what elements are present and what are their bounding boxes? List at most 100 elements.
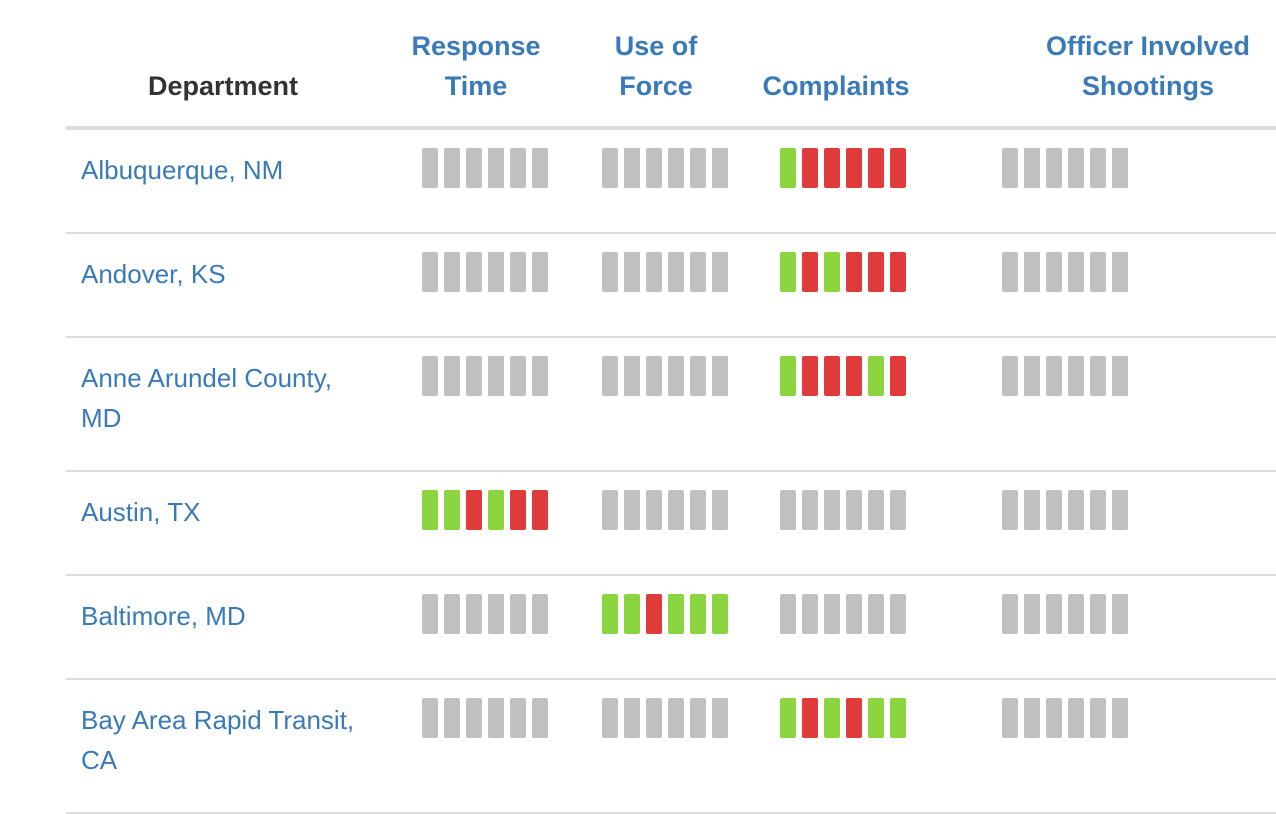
complaints-score-bar (868, 594, 884, 634)
header-use-of-force-line-1: Use of (614, 31, 698, 61)
response-time-score-bars[interactable] (422, 148, 566, 188)
page: Department Response Time Use of Force Co… (66, 0, 1276, 814)
use-of-force-score-bars[interactable] (602, 490, 746, 530)
response-time-score-bar (422, 490, 438, 530)
department-cell: Anne Arundel County, MD (66, 337, 386, 472)
officer-involved-shootings-score-bar (1112, 490, 1128, 530)
response-time-score-bar (466, 594, 482, 634)
response-time-score-bars[interactable] (422, 356, 566, 396)
department-link[interactable]: Austin, TX (81, 497, 201, 527)
department-link[interactable]: Bay Area Rapid Transit, CA (81, 705, 355, 775)
use-of-force-score-bar (690, 490, 706, 530)
use-of-force-score-bar (712, 252, 728, 292)
use-of-force-score-bar (712, 594, 728, 634)
department-link[interactable]: Andover, KS (81, 259, 226, 289)
response-time-cell (386, 337, 566, 472)
complaints-score-bar (846, 594, 862, 634)
officer-involved-shootings-score-bar (1068, 252, 1084, 292)
response-time-score-bars[interactable] (422, 698, 566, 738)
department-cell: Andover, KS (66, 233, 386, 338)
header-ois-line-1: Officer Involved (1045, 31, 1251, 61)
response-time-score-bar (444, 252, 460, 292)
complaints-score-bar (780, 356, 796, 396)
response-time-score-bar (488, 698, 504, 738)
officer-involved-shootings-score-bars[interactable] (1002, 148, 1276, 188)
use-of-force-score-bars[interactable] (602, 698, 746, 738)
complaints-score-bars[interactable] (780, 252, 926, 292)
complaints-cell (746, 575, 926, 680)
table-row: Albuquerque, NM (66, 128, 1276, 234)
officer-involved-shootings-score-bar (1068, 698, 1084, 738)
department-link[interactable]: Baltimore, MD (81, 601, 246, 631)
complaints-score-bar (890, 698, 906, 738)
department-scores-table: Department Response Time Use of Force Co… (66, 0, 1276, 814)
response-time-score-bars[interactable] (422, 490, 566, 530)
table-row: Andover, KS (66, 233, 1276, 338)
complaints-score-bar (780, 594, 796, 634)
use-of-force-score-bar (646, 698, 662, 738)
complaints-score-bar (868, 252, 884, 292)
complaints-cell (746, 679, 926, 814)
use-of-force-cell (566, 233, 746, 338)
officer-involved-shootings-score-bars[interactable] (1002, 252, 1276, 292)
officer-involved-shootings-score-bar (1090, 148, 1106, 188)
use-of-force-score-bar (602, 490, 618, 530)
officer-involved-shootings-score-bar (1068, 594, 1084, 634)
complaints-score-bars[interactable] (780, 698, 926, 738)
department-cell: Baltimore, MD (66, 575, 386, 680)
officer-involved-shootings-score-bar (1090, 698, 1106, 738)
officer-involved-shootings-score-bars[interactable] (1002, 594, 1276, 634)
complaints-score-bars[interactable] (780, 148, 926, 188)
response-time-score-bar (444, 594, 460, 634)
use-of-force-score-bar (712, 148, 728, 188)
response-time-score-bar (510, 148, 526, 188)
officer-involved-shootings-score-bar (1024, 698, 1040, 738)
response-time-score-bar (422, 594, 438, 634)
response-time-score-bars[interactable] (422, 594, 566, 634)
response-time-score-bar (422, 148, 438, 188)
complaints-score-bar (780, 490, 796, 530)
header-department-label: Department (148, 71, 299, 101)
officer-involved-shootings-score-bars[interactable] (1002, 490, 1276, 530)
officer-involved-shootings-score-bars[interactable] (1002, 356, 1276, 396)
complaints-cell (746, 471, 926, 576)
use-of-force-score-bar (668, 594, 684, 634)
response-time-score-bar (488, 148, 504, 188)
complaints-score-bars[interactable] (780, 490, 926, 530)
use-of-force-score-bars[interactable] (602, 356, 746, 396)
header-officer-involved-shootings-label: Officer Involved Shootings (972, 26, 1250, 106)
header-complaints[interactable]: Complaints (746, 0, 926, 130)
department-link[interactable]: Anne Arundel County, MD (81, 363, 333, 433)
response-time-score-bar (532, 594, 548, 634)
response-time-cell (386, 471, 566, 576)
officer-involved-shootings-score-bar (1002, 594, 1018, 634)
use-of-force-score-bar (712, 698, 728, 738)
department-link[interactable]: Albuquerque, NM (81, 155, 284, 185)
complaints-score-bars[interactable] (780, 356, 926, 396)
header-response-time-line-1: Response (411, 31, 541, 61)
header-officer-involved-shootings[interactable]: Officer Involved Shootings (926, 0, 1276, 130)
use-of-force-score-bar (646, 490, 662, 530)
table-row: Bay Area Rapid Transit, CA (66, 679, 1276, 814)
complaints-score-bar (890, 148, 906, 188)
use-of-force-score-bars[interactable] (602, 252, 746, 292)
complaints-score-bars[interactable] (780, 594, 926, 634)
response-time-score-bars[interactable] (422, 252, 566, 292)
use-of-force-score-bar (624, 252, 640, 292)
use-of-force-cell (566, 337, 746, 472)
complaints-score-bar (846, 252, 862, 292)
header-response-time-line-2: Time (444, 71, 508, 101)
department-cell: Austin, TX (66, 471, 386, 576)
complaints-cell (746, 337, 926, 472)
use-of-force-score-bars[interactable] (602, 594, 746, 634)
header-use-of-force[interactable]: Use of Force (566, 0, 746, 130)
officer-involved-shootings-score-bar (1024, 252, 1040, 292)
officer-involved-shootings-score-bars[interactable] (1002, 698, 1276, 738)
header-response-time[interactable]: Response Time (386, 0, 566, 130)
response-time-score-bar (444, 148, 460, 188)
use-of-force-score-bar (668, 252, 684, 292)
officer-involved-shootings-score-bar (1002, 490, 1018, 530)
use-of-force-cell (566, 128, 746, 234)
use-of-force-score-bar (602, 698, 618, 738)
use-of-force-score-bars[interactable] (602, 148, 746, 188)
